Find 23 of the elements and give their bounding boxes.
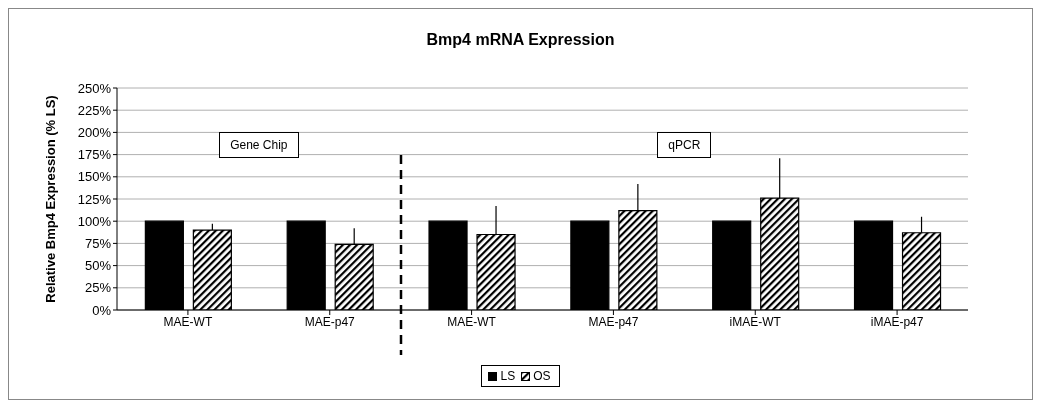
x-tick-label: MAE-WT: [447, 314, 497, 329]
y-tick-label: 150%: [77, 169, 112, 185]
y-tick-label: 200%: [77, 125, 112, 141]
annotation: qPCR: [657, 132, 712, 158]
legend-label: LS: [500, 369, 516, 383]
x-tick-label: iMAE-WT: [729, 314, 782, 329]
y-tick-label: 250%: [77, 80, 112, 96]
y-tick-label: 100%: [77, 213, 112, 229]
y-tick-label: 0%: [92, 302, 112, 318]
x-tick-label: MAE-p47: [588, 314, 639, 329]
y-tick-label: 75%: [84, 236, 112, 252]
x-tick-label: iMAE-p47: [870, 314, 924, 329]
y-tick-label: 50%: [84, 258, 112, 274]
y-tick-label: 125%: [77, 191, 112, 207]
y-tick-label: 225%: [77, 102, 112, 118]
y-tick-label: 175%: [77, 147, 112, 163]
legend-label: OS: [533, 369, 551, 383]
annotation: Gene Chip: [219, 132, 299, 158]
x-tick-label: MAE-p47: [304, 314, 356, 329]
x-tick-label: MAE-WT: [163, 314, 213, 329]
chart-title: Bmp4 mRNA Expression: [425, 31, 616, 49]
y-tick-label: 25%: [84, 280, 112, 296]
y-axis-title: Relative Bmp4 Expression (% LS): [42, 95, 58, 303]
